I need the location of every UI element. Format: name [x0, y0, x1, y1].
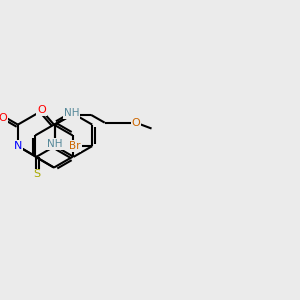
- Text: O: O: [0, 113, 7, 123]
- Text: O: O: [37, 105, 46, 115]
- Text: Br: Br: [69, 141, 80, 151]
- Text: S: S: [33, 169, 40, 179]
- Text: NH: NH: [64, 108, 79, 118]
- Text: NH: NH: [47, 139, 63, 149]
- Text: O: O: [131, 118, 140, 128]
- Text: N: N: [14, 141, 22, 151]
